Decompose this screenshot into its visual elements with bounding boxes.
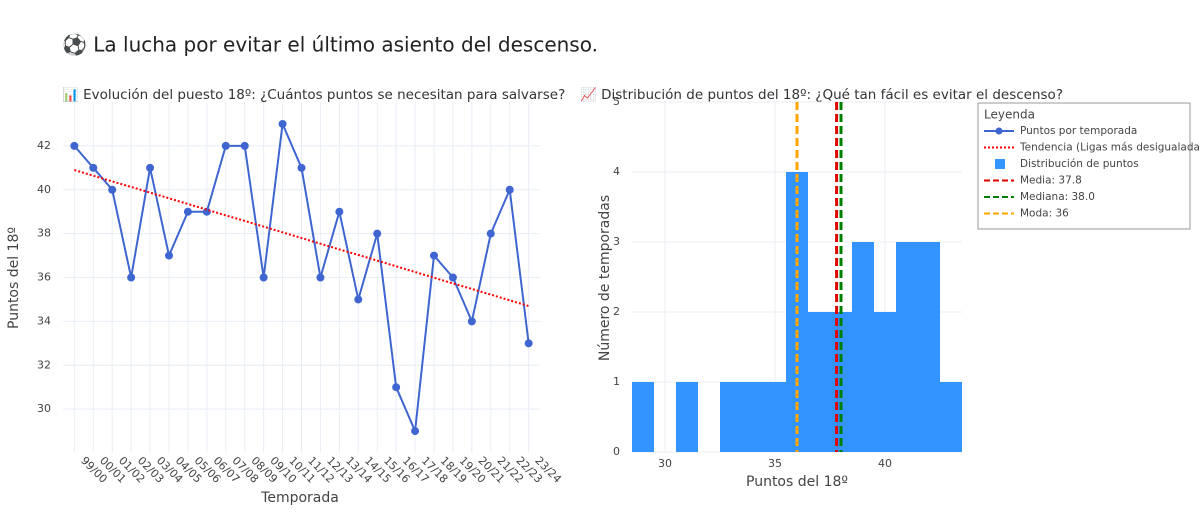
legend-swatch	[995, 127, 1003, 135]
y-tick-label: 1	[613, 375, 620, 388]
bar	[764, 382, 786, 452]
y-tick-label: 40	[37, 183, 51, 196]
bar	[940, 382, 962, 452]
x-axis-label: Puntos del 18º	[746, 474, 848, 490]
point	[70, 141, 79, 150]
point	[146, 163, 155, 172]
y-tick-label: 5	[613, 95, 620, 108]
point	[411, 427, 420, 436]
point	[221, 141, 230, 150]
legend-label: Media: 37.8	[1020, 175, 1082, 187]
point	[165, 251, 173, 260]
page-title: ⚽ La lucha por evitar el último asiento …	[61, 33, 598, 57]
y-tick-label: 38	[37, 227, 51, 240]
bar	[874, 312, 896, 452]
point	[259, 273, 268, 282]
point	[354, 295, 363, 304]
chart-title: 📈 Distribución de puntos del 18º: ¿Qué t…	[580, 86, 1063, 103]
y-axis-label: Puntos del 18º	[6, 227, 22, 329]
bar	[742, 382, 764, 452]
legend-label: Puntos por temporada	[1020, 125, 1137, 137]
point	[430, 251, 438, 260]
y-tick-label: 2	[613, 305, 620, 318]
legend-label: Moda: 36	[1020, 208, 1069, 220]
x-tick-label: 30	[658, 457, 672, 470]
legend-label: Tendencia (Ligas más desigualadas)	[1019, 142, 1200, 154]
y-tick-label: 0	[613, 445, 620, 458]
point	[316, 273, 325, 282]
point	[486, 229, 495, 238]
point	[335, 207, 344, 216]
x-tick-label: 35	[768, 457, 782, 470]
x-tick-label: 40	[878, 457, 892, 470]
legend-swatch	[995, 159, 1005, 169]
chart-title: 📊 Evolución del puesto 18º: ¿Cuántos pun…	[62, 86, 565, 103]
point	[448, 273, 457, 282]
x-axis-label: Temporada	[260, 490, 339, 506]
legend-label: Mediana: 38.0	[1020, 191, 1095, 203]
legend-title: Leyenda	[984, 108, 1035, 122]
bar	[720, 382, 742, 452]
bar	[896, 242, 918, 452]
y-tick-label: 3	[613, 235, 620, 248]
y-tick-label: 42	[37, 139, 51, 152]
y-tick-label: 32	[37, 358, 51, 371]
point	[202, 207, 211, 216]
bar	[676, 382, 698, 452]
point	[392, 383, 401, 392]
point	[127, 273, 136, 282]
point	[297, 163, 306, 172]
line	[74, 169, 529, 307]
bar	[918, 242, 940, 452]
y-tick-label: 4	[613, 165, 620, 178]
point	[89, 163, 98, 172]
legend-box	[977, 102, 1191, 230]
point	[373, 229, 382, 238]
point	[183, 207, 192, 216]
bar	[632, 382, 654, 452]
y-tick-label: 30	[37, 402, 51, 415]
point	[108, 185, 117, 194]
point	[467, 317, 476, 326]
y-tick-label: 34	[37, 314, 51, 327]
point	[524, 339, 533, 348]
point	[505, 185, 514, 194]
bar	[852, 242, 874, 452]
bar	[808, 312, 830, 452]
y-axis-label: Número de temporadas	[597, 195, 613, 361]
point	[240, 141, 249, 150]
point	[278, 119, 287, 128]
legend-label: Distribución de puntos	[1020, 158, 1139, 170]
y-tick-label: 36	[37, 271, 51, 284]
